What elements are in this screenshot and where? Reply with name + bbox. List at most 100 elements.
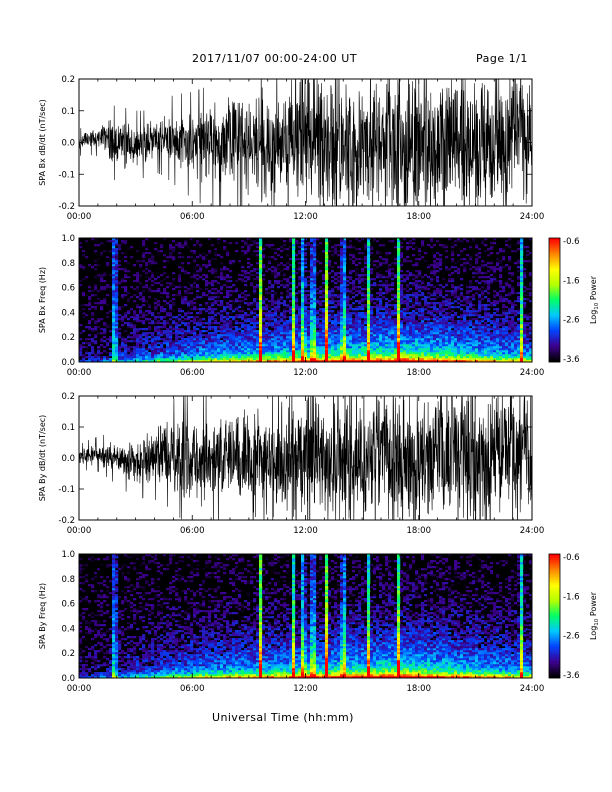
bx-freq-cell xyxy=(82,312,86,315)
bx-freq-cell xyxy=(109,336,113,339)
bx-freq-cell xyxy=(193,268,197,271)
bx-freq-cell xyxy=(190,360,194,363)
bx-freq-cell xyxy=(208,238,212,241)
bx-freq-cell xyxy=(421,238,425,241)
bx-freq-cell xyxy=(187,330,191,333)
bx-freq-cell xyxy=(301,344,305,347)
bx-freq-cell xyxy=(415,246,419,249)
bx-freq-cell xyxy=(139,298,143,301)
bx-freq-cell xyxy=(112,342,116,345)
bx-freq-cell xyxy=(274,264,278,267)
bx-freq-cell xyxy=(391,330,395,333)
bx-freq-cell xyxy=(259,296,263,299)
bx-freq-cell xyxy=(376,266,380,269)
bx-freq-cell xyxy=(103,256,107,259)
bx-freq-cell xyxy=(322,336,326,339)
bx-freq-cell xyxy=(382,340,386,343)
bx-freq-cell xyxy=(271,334,275,337)
bx-freq-cell xyxy=(325,344,329,347)
bx-freq-cell xyxy=(367,316,371,319)
bx-freq-cell xyxy=(301,246,305,249)
bx-freq-cell xyxy=(337,252,341,255)
bx-freq-cell xyxy=(310,340,314,343)
bx-freq-cell xyxy=(127,276,131,279)
bx-freq-cell xyxy=(280,344,284,347)
bx-freq-cell xyxy=(340,258,344,261)
bx-freq-cell xyxy=(421,332,425,335)
bx-freq-cell xyxy=(250,352,254,355)
bx-freq-cell xyxy=(157,312,161,315)
bx-freq-cell xyxy=(166,328,170,331)
bx-freq-cell xyxy=(232,332,236,335)
bx-freq-cell xyxy=(340,274,344,277)
bx-freq-cell xyxy=(184,310,188,313)
bx-freq-cell xyxy=(415,332,419,335)
bx-freq-cell xyxy=(97,352,101,355)
bx-freq-cell xyxy=(229,272,233,275)
bx-freq-cell xyxy=(322,308,326,311)
bx-freq-cell xyxy=(193,244,197,247)
bx-freq-cell xyxy=(187,238,191,241)
bx-freq-cell xyxy=(160,292,164,295)
bx-freq-cell xyxy=(337,266,341,269)
bx-freq-cell xyxy=(394,264,398,267)
bx-freq-cell xyxy=(346,276,350,279)
bx-freq-cell xyxy=(406,300,410,303)
bx-freq-cell xyxy=(205,304,209,307)
bx-freq-cell xyxy=(88,242,92,245)
bx-freq-cell xyxy=(247,354,251,357)
bx-freq-cell xyxy=(133,334,137,337)
bx-freq-cell xyxy=(304,298,308,301)
bx-freq-cell xyxy=(316,274,320,277)
bx-freq-cell xyxy=(412,302,416,305)
bx-freq-cell xyxy=(259,300,263,303)
bx-freq-cell xyxy=(193,280,197,283)
bx-freq-cell xyxy=(289,308,293,311)
bx-freq-cell xyxy=(316,318,320,321)
bx-freq-cell xyxy=(334,352,338,355)
bx-freq-cell xyxy=(109,310,113,313)
bx-freq-cell xyxy=(184,320,188,323)
bx-freq-cell xyxy=(259,252,263,255)
bx-freq-cell xyxy=(358,344,362,347)
bx-freq-cell xyxy=(193,360,197,363)
bx-freq-cell xyxy=(310,256,314,259)
bx-dbdt-xtick-label: 24:00 xyxy=(520,212,545,222)
bx-freq-cell xyxy=(295,330,299,333)
bx-freq-cell xyxy=(391,344,395,347)
bx-freq-cell xyxy=(169,284,173,287)
bx-freq-cell xyxy=(88,308,92,311)
bx-freq-cell xyxy=(124,304,128,307)
bx-freq-cell xyxy=(190,330,194,333)
bx-freq-cell xyxy=(136,358,140,361)
bx-freq-cell xyxy=(181,326,185,329)
bx-freq-cell xyxy=(355,314,359,317)
bx-freq-cell xyxy=(247,334,251,337)
bx-freq-cell xyxy=(154,354,158,357)
bx-freq-cell xyxy=(370,358,374,361)
bx-dbdt-xtick-label: 06:00 xyxy=(180,212,205,222)
bx-freq-cell xyxy=(412,358,416,361)
bx-freq-cell xyxy=(298,258,302,261)
bx-freq-cell xyxy=(370,354,374,357)
bx-freq-cell xyxy=(238,240,242,243)
bx-freq-cell xyxy=(382,354,386,357)
bx-freq-cell xyxy=(112,242,116,245)
bx-freq-cell xyxy=(361,356,365,359)
bx-freq-cell xyxy=(139,310,143,313)
bx-freq-cell xyxy=(331,254,335,257)
bx-freq-cell xyxy=(409,294,413,297)
bx-freq-cell xyxy=(286,358,290,361)
bx-freq-cell xyxy=(352,310,356,313)
bx-freq-cell xyxy=(418,324,422,327)
bx-freq-cell xyxy=(79,304,83,307)
bx-freq-cell xyxy=(313,322,317,325)
bx-freq-cell xyxy=(334,360,338,363)
bx-freq-cell xyxy=(358,308,362,311)
bx-freq-cell xyxy=(211,260,215,263)
bx-freq-cell xyxy=(259,294,263,297)
bx-freq-cell xyxy=(151,254,155,257)
bx-freq-cell xyxy=(304,300,308,303)
bx-freq-cell xyxy=(316,298,320,301)
bx-freq-cell xyxy=(385,276,389,279)
